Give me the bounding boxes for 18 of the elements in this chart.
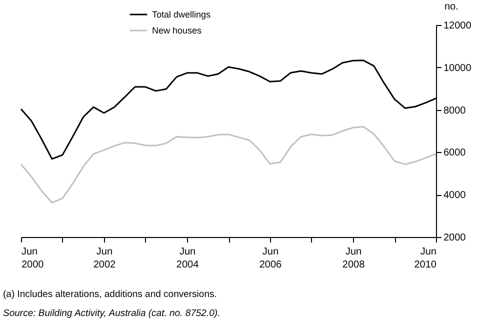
x-tick-label: Jun 2008 — [342, 246, 366, 270]
x-tick-label: Jun 2006 — [259, 246, 282, 270]
legend-label: New houses — [152, 26, 202, 36]
y-axis-title: no. — [444, 2, 458, 12]
source-note: Source: Building Activity, Australia (cat. no. 8752.0). — [3, 308, 220, 321]
y-tick-label: 12000 — [444, 20, 472, 32]
legend-label: Total dwellings — [152, 10, 212, 20]
y-tick-label: 8000 — [444, 105, 466, 116]
text: (a) Includes alterations, additions and conversions. — [3, 289, 218, 302]
y-tick-label: 6000 — [444, 148, 466, 159]
y-tick-label: 2000 — [444, 232, 466, 244]
x-tick-label: Jun 2010 — [414, 246, 437, 270]
x-tick-label: Jun 2000 — [22, 246, 44, 270]
y-tick-label: 4000 — [444, 190, 466, 202]
line-series — [20, 126, 437, 204]
x-tick-label: Jun 2002 — [93, 246, 116, 270]
y-tick-label: 10000 — [444, 62, 472, 74]
x-tick-label: Jun 2004 — [176, 246, 200, 270]
